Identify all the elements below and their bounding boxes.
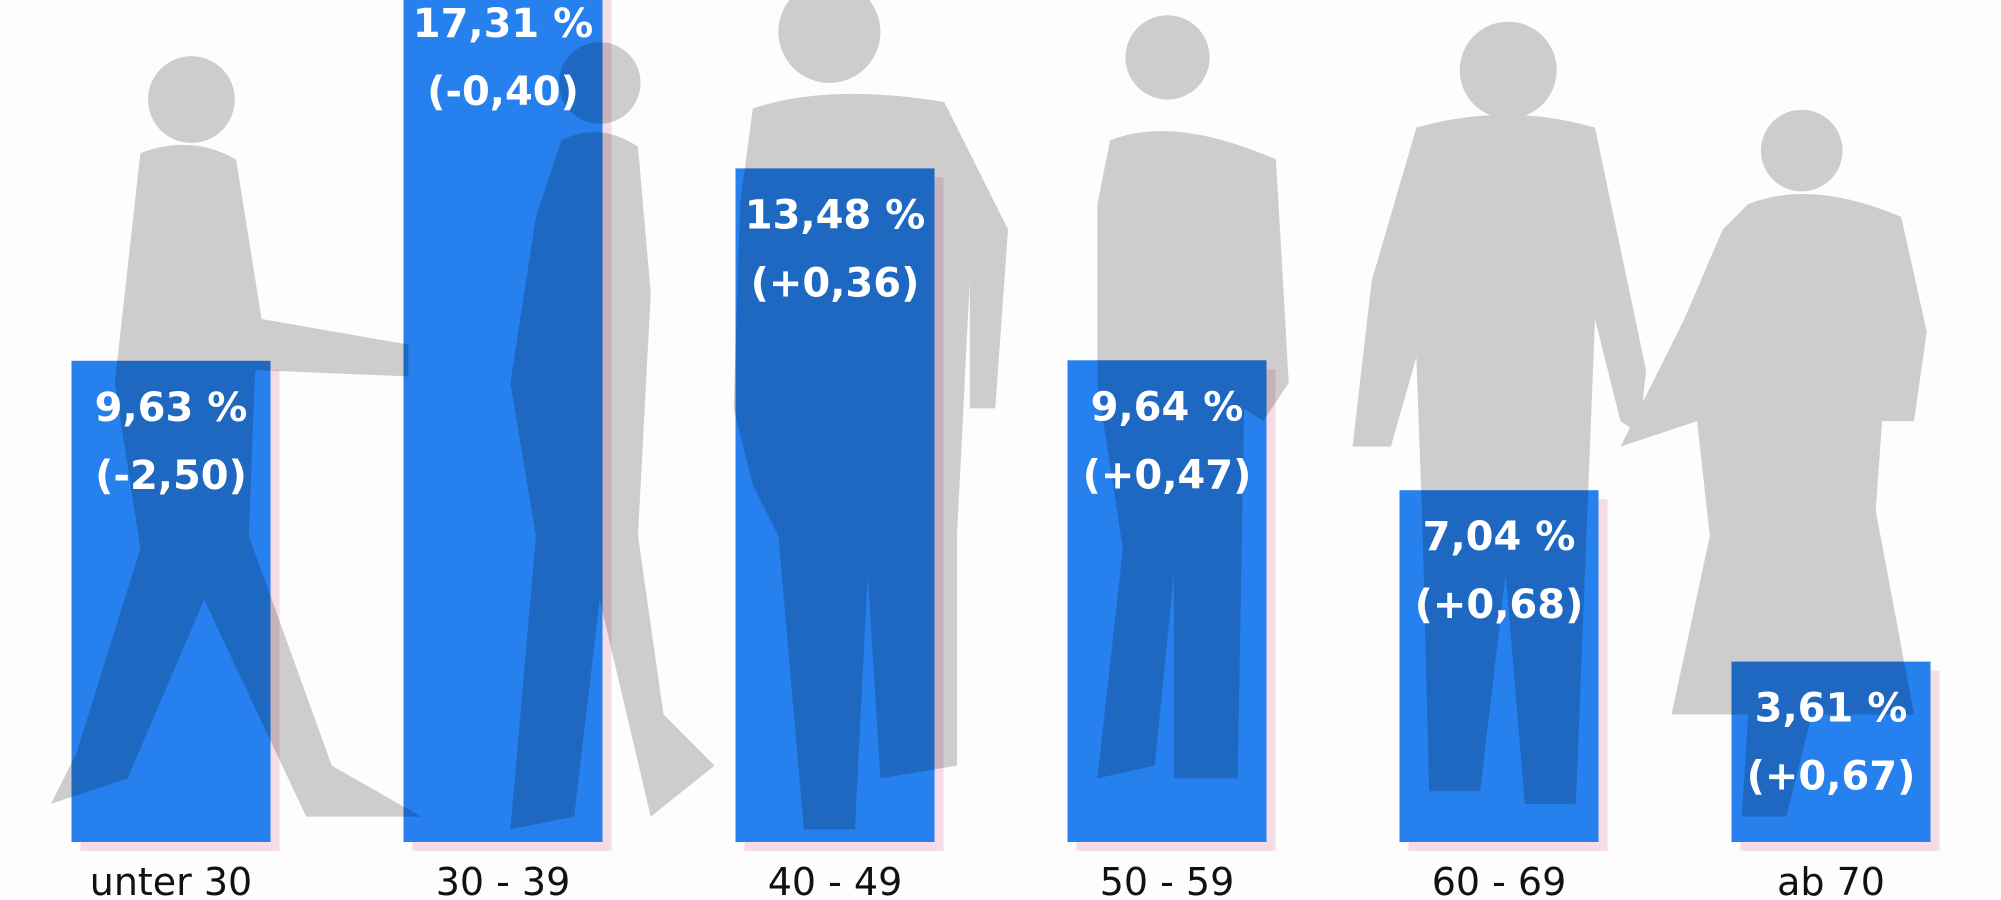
change-label: (+0,67): [1747, 754, 1916, 800]
x-tick-label: ab 70: [1777, 860, 1885, 900]
value-label: 7,04 %: [1423, 514, 1576, 560]
change-label: (-2,50): [95, 453, 247, 499]
value-label: 9,64 %: [1091, 384, 1244, 430]
x-tick-label: 40 - 49: [768, 860, 903, 900]
change-label: (+0,36): [751, 260, 920, 306]
labels: 9,63 % (-2,50) unter 30 17,31 % (-0,40) 30 - …: [90, 1, 1916, 900]
x-tick-label: 30 - 39: [436, 860, 571, 900]
x-tick-label: 60 - 69: [1432, 860, 1567, 900]
x-tick-label: unter 30: [90, 860, 253, 900]
change-label: (+0,68): [1415, 582, 1584, 628]
x-tick-label: 50 - 59: [1100, 860, 1235, 900]
value-label: 9,63 %: [95, 385, 248, 431]
silhouettes: [51, 0, 1927, 830]
change-label: (-0,40): [427, 69, 579, 115]
value-label: 13,48 %: [745, 192, 926, 238]
value-label: 3,61 %: [1755, 686, 1908, 732]
value-label: 17,31 %: [413, 1, 594, 47]
change-label: (+0,47): [1083, 452, 1252, 498]
